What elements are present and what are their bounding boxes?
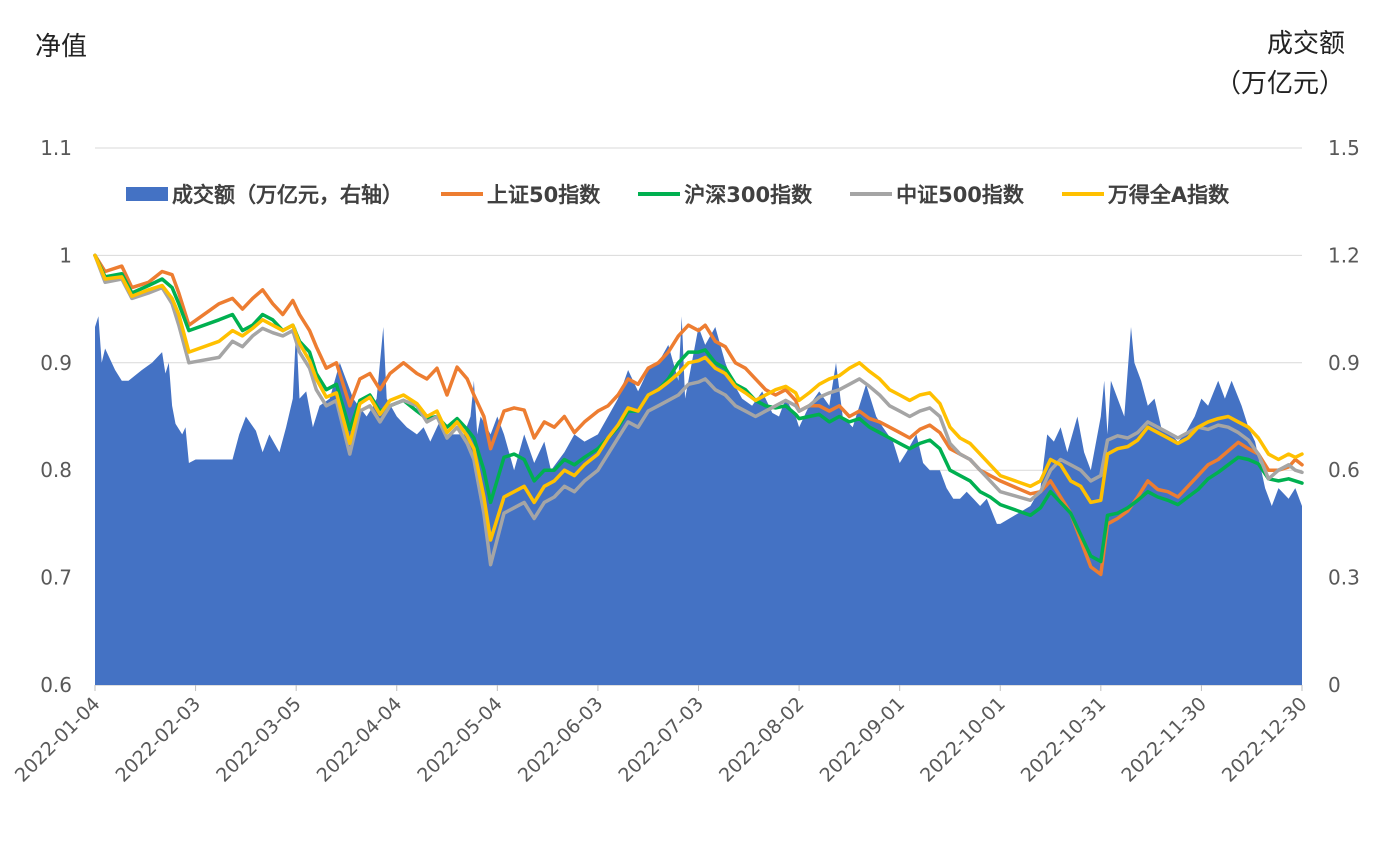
y-left-tick-label: 0.8 <box>40 458 72 482</box>
x-tick-label: 2022-02-03 <box>111 693 205 787</box>
legend-item-csi300: 沪深300指数 <box>638 179 812 209</box>
y-right-tick-label: 1.2 <box>1328 243 1360 267</box>
series-line <box>93 253 1304 542</box>
y-right-tick-label: 1.5 <box>1328 136 1360 160</box>
x-tick-label: 2022-12-30 <box>1218 693 1312 787</box>
right-axis-title-line1: 成交额 <box>1266 29 1345 59</box>
legend-swatch-line <box>1061 192 1104 196</box>
series-line <box>93 253 1304 567</box>
x-tick-label: 2022-11-30 <box>1117 693 1211 787</box>
series-line <box>93 253 1304 564</box>
y-left-tick-label: 0.9 <box>40 351 72 375</box>
legend-label: 中证500指数 <box>896 183 1024 207</box>
legend-item-sse50: 上证50指数 <box>441 179 600 209</box>
legend-swatch-line <box>638 192 681 196</box>
legend-item-windA: 万得全A指数 <box>1061 179 1230 209</box>
x-tick-label: 2022-03-05 <box>212 693 306 787</box>
legend-swatch-line <box>850 192 893 196</box>
legend-label: 沪深300指数 <box>684 183 813 207</box>
y-left-tick-label: 1 <box>59 243 72 267</box>
legend: 成交额（万亿元，右轴） 上证50指数 沪深300指数 中证500指数 万得全A指… <box>126 180 1267 208</box>
x-tick-label: 2022-09-01 <box>816 693 910 787</box>
x-tick-label: 2022-06-03 <box>514 693 608 787</box>
y-left-tick-label: 0.6 <box>40 673 72 697</box>
x-tick-label: 2022-10-31 <box>1017 693 1111 787</box>
x-tick-label: 2022-01-04 <box>11 693 105 787</box>
right-axis-title: 成交额 （万亿元） <box>1215 24 1345 104</box>
x-tick-label: 2022-08-02 <box>715 693 809 787</box>
x-tick-label: 2022-07-03 <box>614 693 708 787</box>
x-tick-label: 2022-10-01 <box>916 693 1010 787</box>
series-line <box>93 253 1304 577</box>
y-right-tick-label: 0.6 <box>1328 458 1360 482</box>
x-tick-label: 2022-04-04 <box>313 693 407 787</box>
legend-label: 上证50指数 <box>487 183 601 207</box>
x-tick-label: 2022-05-04 <box>413 693 507 787</box>
legend-label: 成交额（万亿元，右轴） <box>172 183 403 207</box>
left-axis-title: 净值 <box>35 32 88 62</box>
right-axis-title-line2: （万亿元） <box>1214 69 1345 99</box>
y-right-tick-label: 0 <box>1328 673 1341 697</box>
legend-item-csi500: 中证500指数 <box>850 179 1024 209</box>
y-left-tick-label: 1.1 <box>40 136 72 160</box>
legend-label: 万得全A指数 <box>1107 183 1230 207</box>
legend-swatch-area <box>126 187 168 201</box>
legend-swatch-line <box>441 192 483 196</box>
turnover-area <box>95 316 1302 685</box>
y-right-tick-label: 0.3 <box>1328 566 1360 590</box>
y-left-tick-label: 0.7 <box>40 566 72 590</box>
y-right-tick-label: 0.9 <box>1328 351 1360 375</box>
legend-item-turnover: 成交额（万亿元，右轴） <box>126 179 403 209</box>
